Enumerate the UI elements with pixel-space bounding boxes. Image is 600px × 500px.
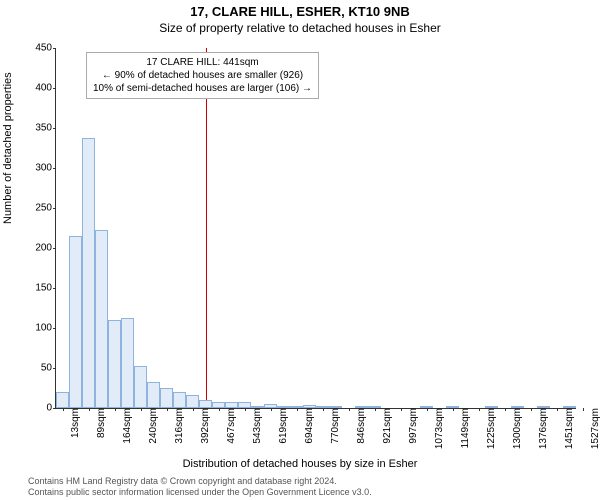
x-tick-mark [323,408,324,411]
histogram-bar [134,366,147,408]
x-tick-label: 392sqm [197,408,211,444]
y-tick-label: 50 [41,363,56,374]
x-tick-mark [557,408,558,411]
x-tick-label: 1073sqm [431,408,445,449]
x-tick-mark [167,408,168,411]
x-tick-mark [115,408,116,411]
histogram-bar [147,382,160,408]
page-title-1: 17, CLARE HILL, ESHER, KT10 9NB [0,4,600,19]
page-title-2: Size of property relative to detached ho… [0,21,600,35]
x-tick-label: 467sqm [223,408,237,444]
histogram-bar [121,318,134,408]
x-tick-label: 1149sqm [457,408,471,448]
x-tick-mark [219,408,220,411]
x-tick-mark [583,408,584,411]
x-tick-mark [479,408,480,411]
x-tick-label: 89sqm [93,408,107,438]
x-tick-label: 316sqm [171,408,185,444]
x-tick-label: 543sqm [249,408,263,444]
histogram-bar [82,138,95,408]
annotation-box: 17 CLARE HILL: 441sqm ← 90% of detached … [86,52,319,99]
x-tick-mark [89,408,90,411]
x-tick-mark [427,408,428,411]
y-tick-label: 250 [35,203,56,214]
x-tick-label: 1527sqm [587,408,600,449]
annotation-line-1: 17 CLARE HILL: 441sqm [93,56,312,69]
x-tick-label: 164sqm [119,408,133,444]
histogram-bar [160,388,173,408]
histogram-bar [186,395,199,408]
histogram-bar [95,230,108,408]
x-tick-label: 1451sqm [561,408,575,449]
x-tick-mark [349,408,350,411]
histogram-bar [56,392,69,408]
x-tick-label: 997sqm [405,408,419,444]
x-tick-mark [297,408,298,411]
x-tick-mark [141,408,142,411]
y-tick-label: 300 [35,163,56,174]
x-tick-label: 770sqm [327,408,341,444]
x-tick-mark [193,408,194,411]
footer-attribution: Contains HM Land Registry data © Crown c… [28,476,372,498]
histogram-bar [108,320,121,408]
x-tick-mark [375,408,376,411]
y-tick-label: 350 [35,123,56,134]
y-axis-label: Number of detached properties [2,72,14,224]
x-tick-mark [271,408,272,411]
histogram-bar [199,400,212,408]
x-tick-label: 1225sqm [483,408,497,449]
x-tick-mark [531,408,532,411]
histogram-bar [69,236,82,408]
x-tick-label: 846sqm [353,408,367,444]
y-tick-label: 150 [35,283,56,294]
x-tick-mark [63,408,64,411]
plot-area: 17 CLARE HILL: 441sqm ← 90% of detached … [55,48,576,409]
x-tick-label: 1376sqm [535,408,549,449]
y-tick-label: 200 [35,243,56,254]
x-axis-label: Distribution of detached houses by size … [0,458,600,470]
x-tick-label: 694sqm [301,408,315,444]
x-tick-label: 13sqm [67,408,81,438]
x-tick-mark [505,408,506,411]
y-tick-label: 400 [35,83,56,94]
x-tick-label: 619sqm [275,408,289,444]
y-tick-label: 0 [46,403,56,414]
chart-container: 17, CLARE HILL, ESHER, KT10 9NB Size of … [0,4,600,500]
annotation-line-2: ← 90% of detached houses are smaller (92… [93,69,312,82]
x-tick-label: 921sqm [379,408,393,444]
x-tick-mark [401,408,402,411]
annotation-line-3: 10% of semi-detached houses are larger (… [93,82,312,95]
y-tick-label: 450 [35,43,56,54]
y-tick-label: 100 [35,323,56,334]
x-tick-mark [453,408,454,411]
reference-line [206,48,207,408]
x-tick-label: 1300sqm [509,408,523,449]
footer-line-1: Contains HM Land Registry data © Crown c… [28,476,372,487]
x-tick-label: 240sqm [145,408,159,444]
footer-line-2: Contains public sector information licen… [28,487,372,498]
histogram-bar [173,392,186,408]
x-tick-mark [245,408,246,411]
